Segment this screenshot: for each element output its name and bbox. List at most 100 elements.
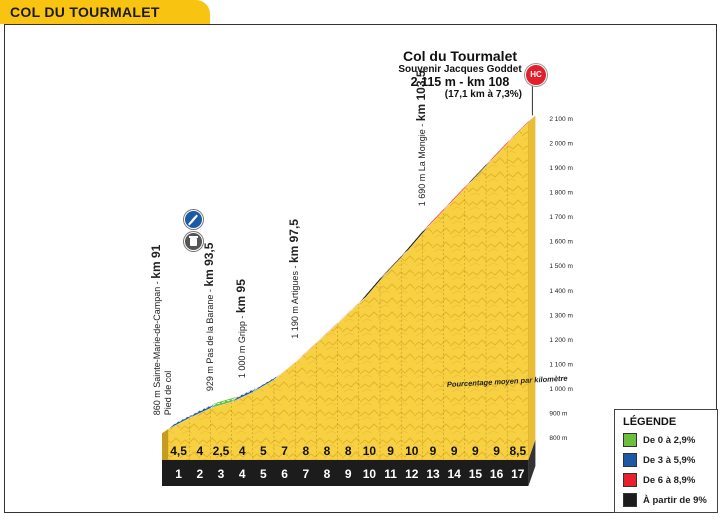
km-label: 5 bbox=[260, 467, 267, 481]
altitude-tick-label: 800 m bbox=[549, 435, 567, 442]
chart-frame bbox=[4, 24, 717, 513]
gradient-label: 8 bbox=[324, 444, 331, 458]
road-centerline bbox=[254, 376, 277, 390]
gradient-label: 4 bbox=[239, 444, 246, 458]
legend-label: De 0 à 2,9% bbox=[643, 434, 696, 446]
landmark-label: 1 000 m Gripp - km 95 bbox=[234, 279, 248, 378]
legend-swatch bbox=[623, 473, 637, 487]
road-centerline bbox=[169, 414, 192, 427]
landmark-km: km 93,5 bbox=[202, 242, 216, 286]
landmark-name: 1 690 m La Mongie - bbox=[417, 121, 427, 206]
landmark-text: 1 000 m Gripp - km 95 bbox=[234, 279, 248, 378]
terrain-face bbox=[167, 120, 529, 461]
road-centerline bbox=[233, 388, 255, 400]
altitude-tick-label: 2 000 m bbox=[549, 141, 573, 148]
gradient-label: 9 bbox=[387, 444, 394, 458]
gradient-label: 5 bbox=[260, 444, 267, 458]
km-label: 4 bbox=[239, 467, 246, 481]
gradient-label: 9 bbox=[493, 444, 500, 458]
landmark-text: 1 690 m La Mongie - km 103,5 bbox=[414, 70, 428, 206]
road-centerline bbox=[212, 398, 234, 406]
km-label: 9 bbox=[345, 467, 352, 481]
gradient-label: 4 bbox=[196, 444, 203, 458]
legend-swatch bbox=[623, 493, 637, 507]
km-base bbox=[162, 460, 529, 486]
landmark-text: 860 m Sainte-Marie-de-Campan - km 91 bbox=[149, 244, 163, 415]
legend-swatch bbox=[623, 433, 637, 447]
km-label: 8 bbox=[324, 467, 331, 481]
road-centerline bbox=[381, 252, 404, 276]
landmark-label: 929 m Pas de la Barane - km 93,5 bbox=[202, 242, 216, 391]
gradient-label: 9 bbox=[472, 444, 479, 458]
legend-item-red: De 6 à 8,9% bbox=[623, 473, 709, 487]
legend-item-black: À partir de 9% bbox=[623, 493, 709, 507]
summit-name: Col du Tourmalet bbox=[402, 48, 518, 64]
gradient-label: 9 bbox=[451, 444, 458, 458]
legend-label: De 3 à 5,9% bbox=[643, 454, 696, 466]
altitude-tick-label: 2 100 m bbox=[549, 116, 573, 123]
km-label: 10 bbox=[363, 467, 377, 481]
altitude-tick-label: 1 200 m bbox=[549, 337, 573, 344]
road-centerline bbox=[424, 205, 446, 229]
altitude-tick-label: 1 600 m bbox=[549, 239, 573, 246]
landmark-label: 860 m Sainte-Marie-de-Campan - km 91Pied… bbox=[149, 244, 173, 415]
legend-item-green: De 0 à 2,9% bbox=[623, 433, 709, 447]
gradient-label: 8 bbox=[345, 444, 352, 458]
landmark-km: km 103,5 bbox=[414, 70, 428, 121]
km-label: 13 bbox=[426, 467, 440, 481]
altitude-tick-label: 1 700 m bbox=[549, 214, 573, 221]
road-centerline bbox=[466, 161, 489, 185]
km-label: 12 bbox=[405, 467, 419, 481]
legend-label: De 6 à 8,9% bbox=[643, 474, 696, 486]
gradient-label: 4,5 bbox=[170, 444, 187, 458]
landmark-text: 929 m Pas de la Barane - km 93,5 bbox=[202, 242, 216, 391]
gradient-label: 7 bbox=[281, 444, 288, 458]
gradient-label: 8 bbox=[302, 444, 309, 458]
gradient-label: 2,5 bbox=[213, 444, 230, 458]
km-label: 1 bbox=[175, 467, 182, 481]
altitude-tick-label: 1 900 m bbox=[549, 165, 573, 172]
road-centerline bbox=[487, 139, 510, 162]
km-label: 15 bbox=[469, 467, 483, 481]
km-label: 11 bbox=[384, 467, 397, 481]
landmark-text: 1 190 m Artigues - km 97,5 bbox=[287, 219, 301, 339]
legend: LÉGENDE De 0 à 2,9% De 3 à 5,9% De 6 à 8… bbox=[614, 409, 718, 513]
altitude-tick-label: 1 400 m bbox=[549, 288, 573, 295]
km-label: 16 bbox=[490, 467, 504, 481]
legend-item-blue: De 3 à 5,9% bbox=[623, 453, 709, 467]
road-centerline bbox=[360, 275, 383, 301]
summit-info: Col du Tourmalet Souvenir Jacques Goddet… bbox=[390, 48, 530, 100]
summit-subtitle: Souvenir Jacques Goddet bbox=[398, 64, 522, 75]
landmark-km: km 97,5 bbox=[287, 219, 301, 263]
altitude-tick-label: 900 m bbox=[549, 410, 567, 417]
header-tab: COL DU TOURMALET bbox=[0, 0, 210, 24]
landmark-subtext: Pied de col bbox=[163, 371, 173, 416]
km-label: 7 bbox=[302, 467, 309, 481]
km-label: 2 bbox=[196, 467, 203, 481]
landmark-label: 1 690 m La Mongie - km 103,5 bbox=[414, 70, 428, 206]
road-centerline bbox=[402, 228, 425, 254]
landmark-name: 1 190 m Artigues - bbox=[290, 263, 300, 339]
terrain-side bbox=[162, 429, 168, 460]
terrain-back bbox=[528, 115, 536, 461]
landmark-km: km 95 bbox=[234, 279, 248, 313]
landmark-name: 1 000 m Gripp - bbox=[237, 313, 247, 378]
gradient-label: 9 bbox=[430, 444, 437, 458]
landmark-name: 860 m Sainte-Marie-de-Campan - bbox=[152, 279, 162, 416]
landmark-name: 929 m Pas de la Barane - bbox=[205, 287, 215, 392]
litter-bin-icon bbox=[184, 232, 203, 251]
altitude-tick-label: 1 500 m bbox=[549, 263, 573, 270]
legend-swatch bbox=[623, 453, 637, 467]
altitude-tick-label: 1 300 m bbox=[549, 312, 573, 319]
altitude-tick-label: 1 000 m bbox=[549, 386, 573, 393]
altitude-tick-label: 1 800 m bbox=[549, 190, 573, 197]
feed-zone-icon bbox=[184, 210, 203, 229]
gradient-label: 8,5 bbox=[509, 444, 526, 458]
hc-badge-label: HC bbox=[530, 70, 542, 79]
road-centerline bbox=[275, 359, 298, 378]
page-title: COL DU TOURMALET bbox=[10, 4, 160, 20]
hc-badge: HC bbox=[525, 64, 547, 86]
km-base-side bbox=[528, 440, 536, 486]
summit-stats: 2 115 m - km 108 bbox=[410, 75, 510, 89]
gradient-label: 10 bbox=[363, 444, 377, 458]
